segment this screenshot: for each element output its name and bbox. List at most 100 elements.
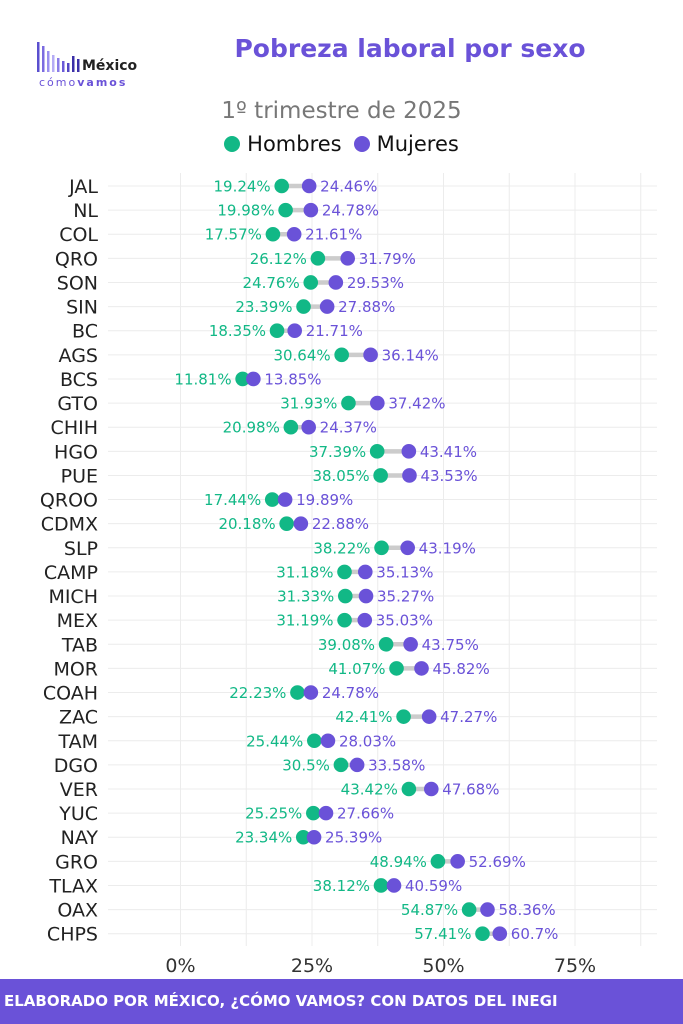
data-label-hombres: 42.41% [335,708,392,726]
point-mujeres [286,226,302,242]
point-hombres [269,323,285,339]
y-tick-label: VER [60,779,98,801]
data-label-hombres: 26.12% [250,250,307,268]
mexico-como-vamos-logo: México cómovamos [36,40,156,92]
point-mujeres [328,275,344,290]
point-hombres [278,202,293,218]
point-mujeres [246,371,261,387]
point-hombres [337,612,352,628]
point-hombres [369,444,385,459]
data-label-mujeres: 43.41% [420,443,477,461]
point-hombres [475,926,490,942]
point-hombres [374,540,389,556]
point-hombres [290,685,305,700]
data-label-mujeres: 19.89% [296,491,353,509]
data-label-mujeres: 36.14% [382,346,439,364]
data-label-hombres: 17.44% [204,491,261,509]
footer-source-banner: ELABORADO POR MÉXICO, ¿CÓMO VAMOS? CON D… [0,979,683,1024]
point-mujeres [320,733,336,749]
data-label-hombres: 17.57% [205,226,262,244]
x-tick-label: 75% [554,955,596,977]
point-mujeres [423,781,439,797]
data-label-mujeres: 28.03% [339,732,396,750]
data-label-mujeres: 43.19% [419,539,476,557]
point-mujeres [421,709,437,724]
point-mujeres [386,878,402,893]
y-tick-label: QRO [55,248,98,270]
y-tick-label: JAL [68,176,98,198]
y-tick-label: MEX [57,610,98,632]
point-mujeres [363,347,378,363]
y-tick-label: GTO [57,393,98,415]
point-hombres [279,516,294,531]
point-mujeres [306,829,322,845]
y-tick-label: OAX [57,900,98,922]
x-tick-label: 50% [422,955,464,977]
logo-text-como: cómo [39,76,78,89]
y-tick-label: CDMX [41,514,98,536]
y-tick-label: NL [73,200,98,222]
legend-item-hombres: Hombres [224,132,342,156]
data-label-hombres: 30.5% [282,756,330,774]
point-hombres [389,661,404,676]
data-label-mujeres: 37.42% [388,395,445,413]
y-tick-label: BC [72,321,98,343]
y-tick-label: SON [57,272,98,294]
point-hombres [341,395,356,411]
y-tick-label: COL [59,224,98,246]
point-hombres [401,781,417,797]
point-mujeres [450,854,465,869]
data-label-hombres: 31.19% [276,612,333,630]
data-label-mujeres: 40.59% [405,877,462,895]
data-label-mujeres: 24.46% [320,178,377,196]
legend-label-hombres: Hombres [247,132,342,156]
data-label-hombres: 54.87% [401,901,458,919]
point-mujeres [301,419,316,435]
data-label-mujeres: 27.88% [338,298,395,316]
data-label-hombres: 37.39% [309,443,366,461]
data-label-hombres: 20.98% [223,419,280,437]
data-label-hombres: 31.18% [276,563,333,581]
data-label-hombres: 24.76% [243,274,300,292]
x-tick-label: 25% [291,955,333,977]
y-tick-label: NAY [61,827,99,849]
y-tick-label: TAM [57,731,98,753]
point-mujeres [401,444,417,459]
y-tick-label: CAMP [44,562,98,584]
point-mujeres [357,612,373,628]
data-label-mujeres: 35.27% [377,588,434,606]
point-mujeres [340,251,356,266]
point-hombres [378,636,394,652]
point-mujeres [492,926,508,942]
data-label-mujeres: 60.7% [511,925,559,943]
data-label-mujeres: 47.68% [442,781,499,799]
data-label-mujeres: 47.27% [440,708,497,726]
data-label-hombres: 19.98% [217,202,274,220]
chart-legend: Hombres Mujeres [0,132,683,156]
point-mujeres [414,661,429,676]
point-hombres [307,733,322,749]
y-tick-label: SIN [66,297,98,319]
point-hombres [334,347,349,363]
data-label-hombres: 39.08% [318,636,375,654]
data-label-mujeres: 25.39% [325,829,382,847]
data-label-mujeres: 24.37% [320,419,377,437]
point-mujeres [277,492,293,507]
point-hombres [303,275,319,290]
data-label-hombres: 41.07% [328,660,385,678]
data-label-mujeres: 27.66% [337,805,394,823]
data-label-hombres: 48.94% [370,853,427,871]
point-hombres [337,564,352,580]
point-hombres [265,226,281,242]
legend-label-mujeres: Mujeres [376,132,459,156]
y-tick-label: GRO [55,851,98,873]
point-hombres [295,829,311,845]
point-mujeres [480,902,495,917]
point-hombres [296,299,311,314]
data-label-mujeres: 58.36% [498,901,555,919]
y-tick-label: SLP [64,538,98,560]
y-tick-label: CHPS [47,924,98,946]
point-mujeres [357,564,373,580]
y-tick-label: QROO [40,490,98,512]
point-mujeres [293,516,309,531]
